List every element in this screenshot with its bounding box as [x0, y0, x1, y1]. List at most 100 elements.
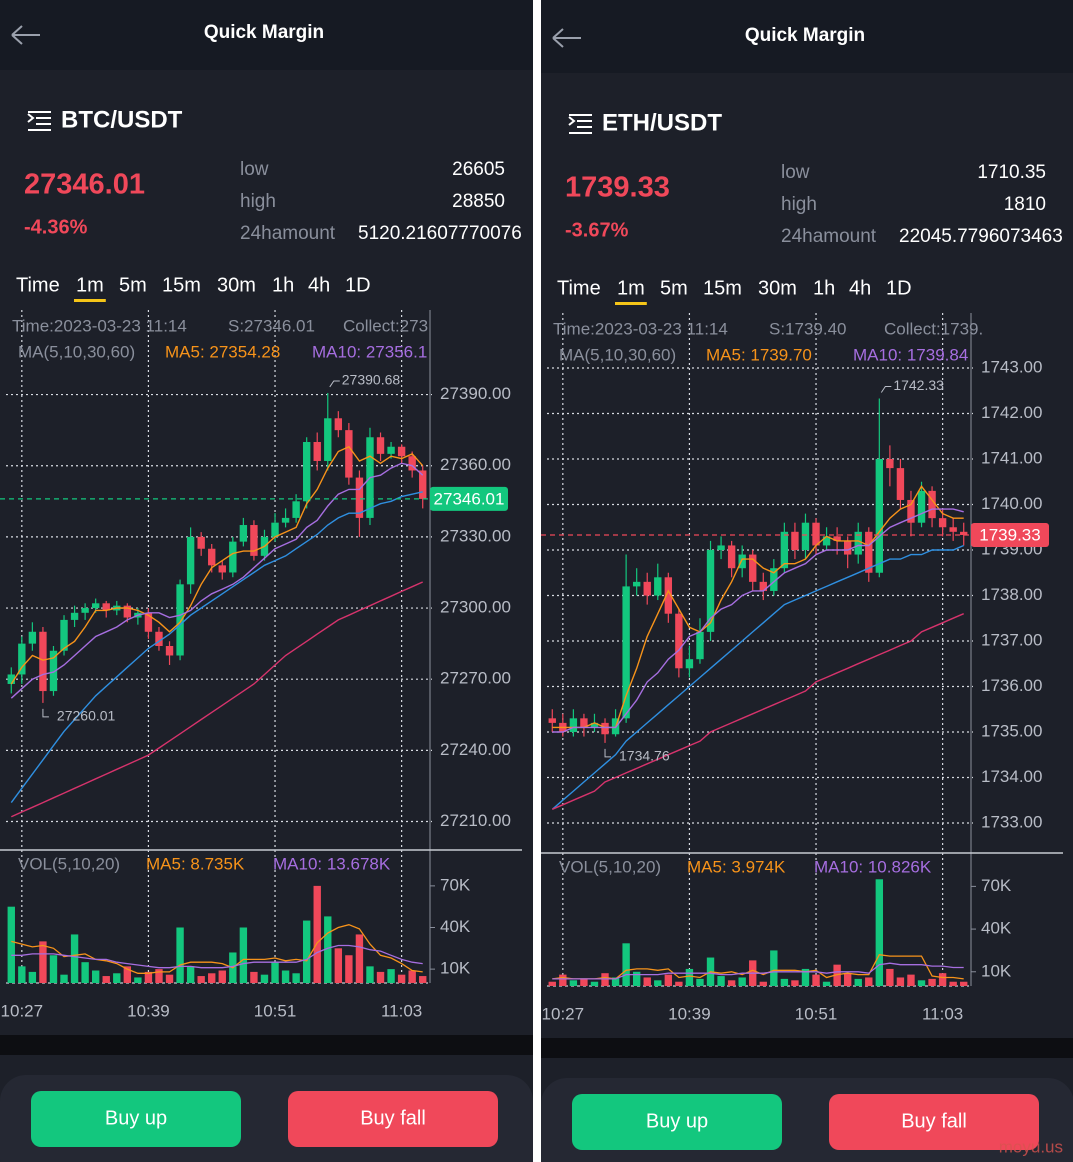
interval-tab[interactable]: 1m	[617, 277, 645, 299]
interval-tab[interactable]: 5m	[119, 274, 147, 296]
candle-body	[376, 437, 385, 454]
candle-body	[186, 536, 195, 585]
interval-tab[interactable]: 30m	[217, 274, 256, 296]
interval-tab[interactable]: 1D	[345, 274, 371, 296]
volume-bar	[208, 973, 216, 983]
candle-body	[548, 718, 556, 723]
candle-body	[239, 525, 248, 542]
x-tick-label: 10:51	[795, 1004, 838, 1023]
candle-body	[907, 499, 915, 523]
candle-body	[865, 531, 873, 573]
stat-value: 28850	[452, 191, 505, 212]
interval-tab[interactable]: 30m	[758, 277, 797, 299]
volume-bar	[345, 955, 353, 983]
x-tick-label: 10:51	[254, 1001, 297, 1020]
interval-tab[interactable]: 15m	[162, 274, 201, 296]
candle-body	[791, 531, 799, 551]
volume-bar	[675, 981, 683, 986]
y-tick-label: 27360.00	[440, 455, 511, 474]
panel-background	[0, 0, 533, 1162]
volume-ma-line	[552, 962, 964, 980]
min-annotation: 1734.76	[619, 748, 670, 764]
pair-menu-icon[interactable]	[568, 114, 592, 134]
trade-button[interactable]	[829, 1094, 1039, 1150]
trade-button[interactable]	[288, 1091, 498, 1147]
candle-body	[197, 536, 205, 549]
volume-legend: MA5: 3.974K	[687, 857, 786, 876]
volume-bar	[313, 885, 321, 983]
trade-button[interactable]	[31, 1091, 241, 1147]
interval-tab[interactable]: 4h	[849, 277, 871, 299]
volume-ma-line	[552, 953, 964, 980]
volume-bar	[632, 971, 641, 986]
volume-bar	[938, 973, 947, 986]
volume-bar	[801, 968, 810, 986]
candle-body	[632, 581, 641, 587]
volume-tick-label: 10K	[440, 959, 471, 978]
candle-body	[271, 522, 279, 537]
stat-value: 1710.35	[977, 162, 1046, 183]
header-bar	[0, 0, 533, 70]
interval-tab[interactable]: 4h	[308, 274, 330, 296]
volume-bar	[590, 981, 599, 986]
back-arrow[interactable]	[552, 28, 581, 48]
interval-tab[interactable]: 1h	[272, 274, 294, 296]
stat-value: 5120.21607770076	[358, 223, 522, 244]
y-tick-label: 1738.00	[981, 585, 1042, 604]
volume-bar	[81, 962, 89, 983]
min-annotation: 27260.01	[57, 708, 116, 724]
pair-menu-icon[interactable]	[27, 111, 51, 131]
volume-bar	[102, 976, 110, 983]
volume-bar	[822, 981, 831, 986]
y-tick-label: 1734.00	[981, 767, 1042, 786]
interval-tab[interactable]: 15m	[703, 277, 742, 299]
candle-body	[738, 554, 746, 569]
volume-bar	[134, 977, 142, 983]
volume-bar	[60, 974, 68, 983]
volume-bar	[843, 973, 852, 986]
y-tick-label: 1743.00	[981, 358, 1042, 377]
back-arrow[interactable]	[11, 25, 40, 45]
ma-line	[552, 508, 964, 733]
volume-bar	[611, 977, 620, 986]
volume-bar	[854, 978, 862, 986]
volume-bar	[664, 974, 673, 986]
interval-tab[interactable]: 1D	[886, 277, 912, 299]
candle-body	[590, 722, 599, 728]
bottom-band	[0, 1035, 533, 1055]
volume-bar	[812, 974, 820, 986]
x-tick-label: 11:03	[381, 1001, 422, 1020]
candle-body	[218, 565, 226, 573]
volume-bar	[780, 978, 789, 986]
volume-bar	[696, 978, 704, 986]
volume-bar	[292, 973, 300, 983]
candle-body	[780, 531, 789, 569]
x-tick-label: 10:27	[542, 1004, 585, 1023]
interval-tab[interactable]: 1m	[76, 274, 104, 296]
ma-line	[552, 613, 964, 810]
last-price: 27346.01	[24, 169, 145, 201]
volume-bar	[165, 974, 174, 983]
y-tick-label: 1742.00	[981, 403, 1042, 422]
x-tick-label: 11:03	[922, 1004, 963, 1023]
interval-tab[interactable]: 5m	[660, 277, 688, 299]
volume-bar	[334, 948, 343, 983]
candle-body	[144, 612, 153, 632]
candle-body	[302, 442, 311, 502]
candle-body	[123, 605, 132, 618]
candle-body	[313, 442, 321, 461]
candle-body	[685, 659, 694, 669]
interval-tab[interactable]: Time	[557, 277, 601, 299]
min-marker	[604, 748, 612, 758]
y-tick-label: 1741.00	[981, 448, 1042, 467]
header-title: Quick Margin	[204, 22, 324, 43]
info-text: S:27346.01	[228, 316, 315, 335]
candle-body	[408, 456, 416, 471]
volume-bar	[144, 971, 153, 983]
candle-body	[949, 527, 957, 532]
volume-legend: VOL(5,10,20)	[559, 857, 661, 876]
trade-button[interactable]	[572, 1094, 782, 1150]
stat-value: 1810	[1004, 194, 1046, 215]
interval-tab[interactable]: Time	[16, 274, 60, 296]
interval-tab[interactable]: 1h	[813, 277, 835, 299]
